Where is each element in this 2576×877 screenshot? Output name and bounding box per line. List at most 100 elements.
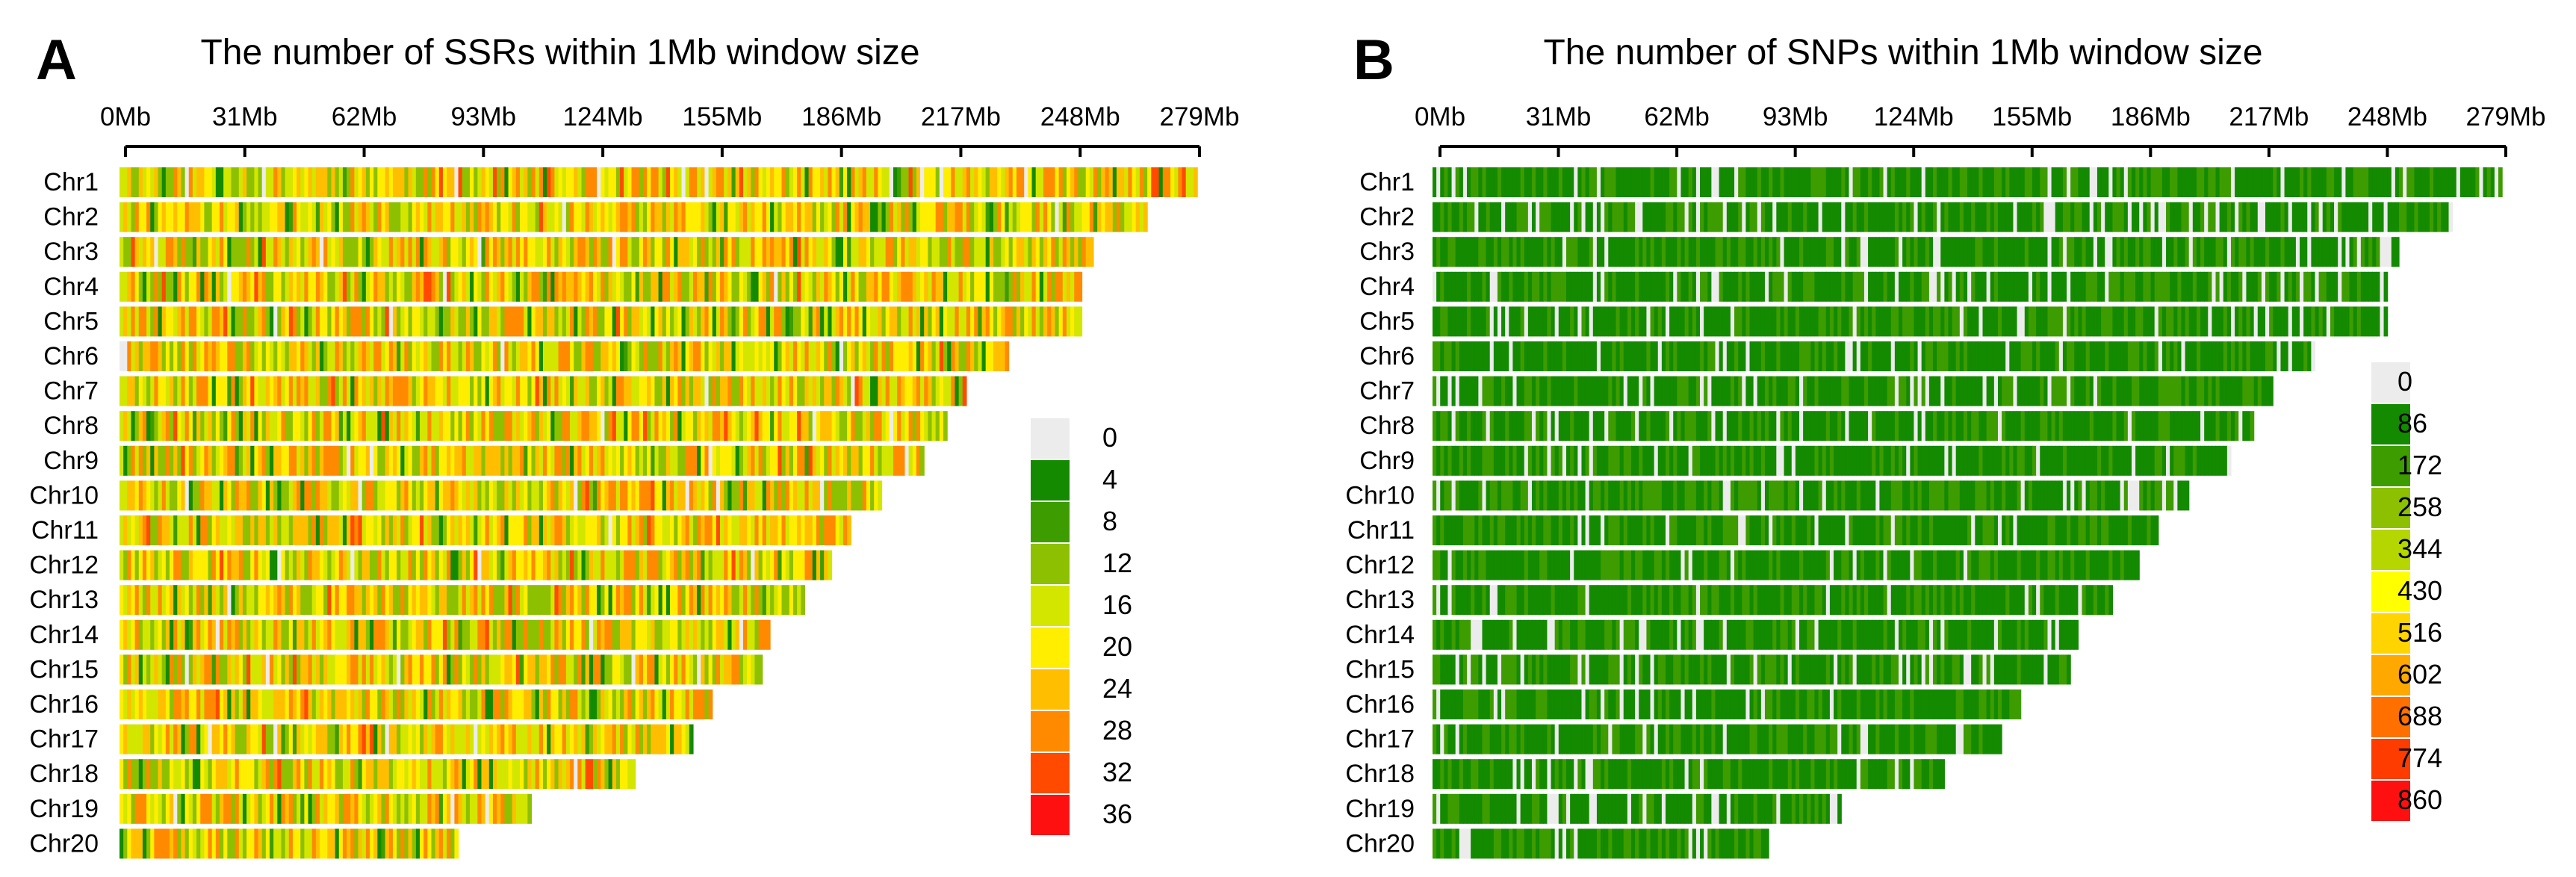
heat-cell bbox=[311, 724, 317, 754]
heat-cell bbox=[381, 759, 386, 790]
heat-cell bbox=[1489, 237, 1495, 267]
heat-cell bbox=[184, 411, 190, 441]
heat-cell bbox=[488, 619, 494, 650]
heat-cell bbox=[2032, 167, 2037, 197]
heat-cell bbox=[685, 341, 690, 371]
heat-cell bbox=[370, 167, 374, 197]
heat-cell bbox=[820, 202, 825, 232]
heat-cell bbox=[689, 167, 694, 197]
heat-cell bbox=[2291, 202, 2297, 232]
heat-cell bbox=[550, 167, 556, 197]
heat-cell bbox=[1592, 167, 1598, 197]
heat-cell bbox=[901, 237, 906, 267]
heat-cell bbox=[120, 480, 124, 511]
heat-cell bbox=[273, 271, 278, 302]
heat-cell bbox=[2395, 167, 2400, 197]
heat-cell bbox=[127, 202, 132, 232]
heat-cell bbox=[539, 202, 544, 232]
heat-cell bbox=[427, 689, 432, 719]
heat-cell bbox=[131, 237, 136, 267]
heat-cell bbox=[2139, 167, 2144, 197]
heat-cell bbox=[731, 480, 736, 511]
heat-cell bbox=[1455, 167, 1460, 197]
heat-cell bbox=[520, 376, 524, 406]
heat-cell bbox=[635, 515, 640, 545]
heat-cell bbox=[600, 376, 606, 406]
heat-cell bbox=[246, 793, 251, 824]
heat-cell bbox=[154, 828, 159, 859]
heat-cell bbox=[762, 411, 767, 441]
heat-cell bbox=[539, 724, 544, 754]
heat-cell bbox=[824, 550, 828, 580]
heat-cell bbox=[766, 202, 771, 232]
heat-cell bbox=[2009, 167, 2014, 197]
heat-cell bbox=[1872, 202, 1876, 232]
heat-cell bbox=[727, 550, 733, 580]
heat-cell bbox=[427, 167, 432, 197]
heat-cell bbox=[870, 376, 875, 406]
heat-cell bbox=[2288, 237, 2293, 267]
heat-cell bbox=[270, 515, 274, 545]
heat-cell bbox=[1726, 202, 1731, 232]
heat-cell bbox=[235, 445, 240, 476]
heat-cell bbox=[350, 411, 356, 441]
heat-cell bbox=[497, 689, 501, 719]
heat-cell bbox=[315, 654, 320, 685]
heat-cell bbox=[365, 445, 370, 476]
heat-cell bbox=[188, 271, 193, 302]
heat-cell bbox=[2226, 237, 2232, 267]
heat-cell bbox=[1928, 271, 1934, 302]
heat-cell bbox=[515, 411, 521, 441]
heat-cell bbox=[404, 689, 409, 719]
heat-cell bbox=[211, 585, 217, 616]
heat-cell bbox=[327, 341, 332, 371]
heat-cell bbox=[1849, 237, 1854, 267]
heat-cell bbox=[1734, 167, 1739, 197]
heat-cell bbox=[1536, 271, 1540, 302]
heat-cell bbox=[146, 619, 151, 650]
heat-cell bbox=[265, 341, 270, 371]
heat-cell bbox=[685, 654, 690, 685]
heat-cell bbox=[131, 376, 136, 406]
heat-cell bbox=[388, 271, 394, 302]
heat-cell bbox=[438, 376, 444, 406]
heat-cell bbox=[542, 376, 547, 406]
heat-cell bbox=[1433, 167, 1437, 197]
heat-cell bbox=[311, 654, 317, 685]
heat-cell bbox=[512, 341, 517, 371]
heat-cell bbox=[1722, 271, 1728, 302]
x-tick-label: 31Mb bbox=[212, 102, 278, 131]
heat-cell bbox=[604, 341, 609, 371]
heat-cell bbox=[423, 341, 428, 371]
heat-cell bbox=[488, 480, 494, 511]
heat-cell bbox=[716, 619, 721, 650]
heat-cell bbox=[558, 550, 563, 580]
heat-cell bbox=[2322, 167, 2327, 197]
heat-cell bbox=[627, 411, 633, 441]
heat-cell bbox=[712, 445, 717, 476]
heat-cell bbox=[188, 202, 193, 232]
heat-cell bbox=[1814, 237, 1819, 267]
heat-cell bbox=[2284, 202, 2289, 232]
heat-cell bbox=[2070, 237, 2075, 267]
heat-cell bbox=[924, 306, 928, 337]
heat-cell bbox=[897, 237, 901, 267]
heat-cell bbox=[150, 654, 155, 685]
heat-cell bbox=[701, 271, 706, 302]
heat-cell bbox=[165, 167, 170, 197]
heat-cell bbox=[420, 619, 424, 650]
heat-cell bbox=[816, 376, 821, 406]
heat-cell bbox=[412, 654, 417, 685]
heat-cell bbox=[465, 271, 471, 302]
heat-cell bbox=[2295, 202, 2300, 232]
heat-cell bbox=[497, 341, 501, 371]
heat-cell bbox=[620, 619, 624, 650]
heat-cell bbox=[589, 759, 594, 790]
heat-cell bbox=[470, 167, 474, 197]
heat-cell bbox=[220, 306, 224, 337]
heat-cell bbox=[604, 724, 609, 754]
heat-cell bbox=[665, 341, 671, 371]
chromosome-label: Chr9 bbox=[43, 447, 99, 475]
heat-cell bbox=[2273, 237, 2277, 267]
heat-cell bbox=[647, 376, 651, 406]
